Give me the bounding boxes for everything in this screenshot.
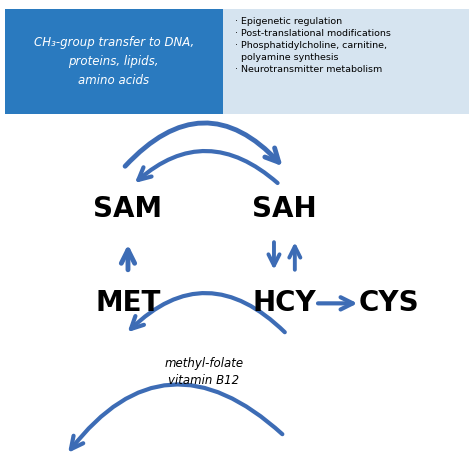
Text: HCY: HCY — [253, 289, 316, 318]
Text: SAM: SAM — [93, 194, 163, 223]
Text: MET: MET — [95, 289, 161, 318]
Text: CYS: CYS — [358, 289, 419, 318]
Text: CH₃-group transfer to DNA,
proteins, lipids,
amino acids: CH₃-group transfer to DNA, proteins, lip… — [34, 36, 194, 87]
Text: SAH: SAH — [252, 194, 317, 223]
Text: · Epigenetic regulation
· Post-translational modifications
· Phosphatidylcholine: · Epigenetic regulation · Post-translati… — [235, 17, 391, 74]
FancyBboxPatch shape — [223, 9, 469, 114]
Text: methyl-folate
vitamin B12: methyl-folate vitamin B12 — [164, 357, 243, 387]
FancyBboxPatch shape — [5, 9, 223, 114]
